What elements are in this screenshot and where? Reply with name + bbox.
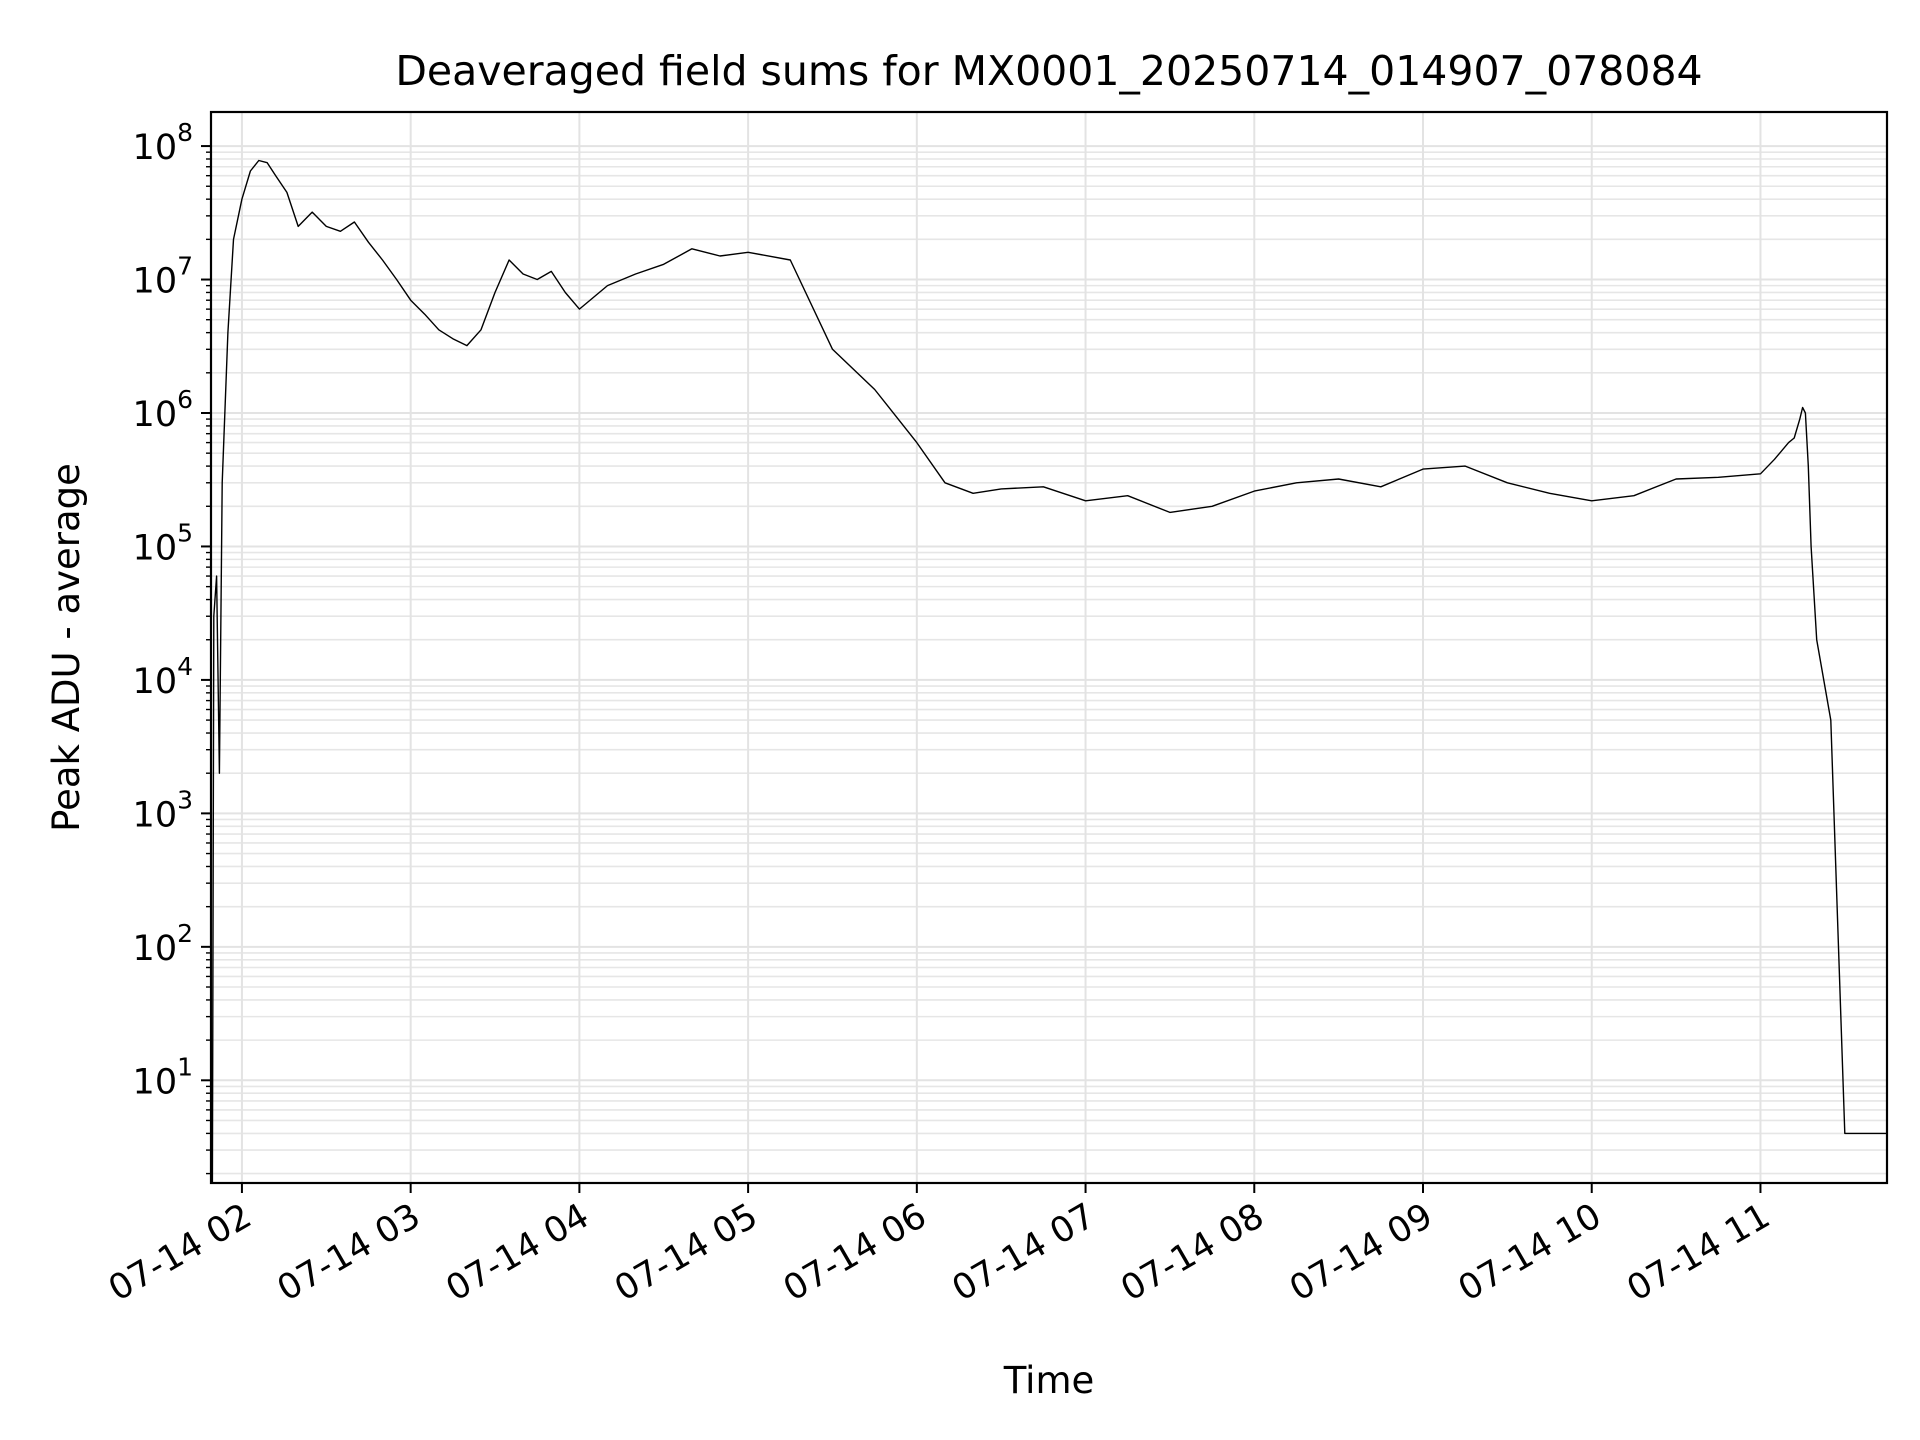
y-tick-base: 10 xyxy=(133,395,178,435)
series-line xyxy=(211,159,1887,1184)
x-axis-label: Time xyxy=(1003,1359,1095,1402)
y-tick-exponent: 4 xyxy=(177,652,193,681)
y-tick-base: 10 xyxy=(133,662,178,702)
y-tick-base: 10 xyxy=(133,1062,178,1102)
y-tick-label: 105 xyxy=(133,518,193,568)
series-layer xyxy=(211,159,1887,1184)
y-tick-label: 106 xyxy=(133,385,193,435)
y-axis-label: Peak ADU - average xyxy=(45,463,88,832)
y-tick-label: 108 xyxy=(133,118,193,168)
y-tick-base: 10 xyxy=(133,262,178,302)
y-tick-label: 107 xyxy=(133,252,193,302)
minor-gridlines xyxy=(211,151,1887,1175)
y-tick-label: 104 xyxy=(133,652,193,702)
y-tick-exponent: 8 xyxy=(177,118,193,147)
y-tick-base: 10 xyxy=(133,528,178,568)
y-tick-label: 101 xyxy=(133,1052,193,1102)
y-tick-base: 10 xyxy=(133,929,178,969)
y-tick-label: 102 xyxy=(133,919,193,969)
y-tick-exponent: 7 xyxy=(177,252,193,281)
chart-title: Deaveraged field sums for MX0001_2025071… xyxy=(395,47,1702,95)
y-tick-base: 10 xyxy=(133,128,178,168)
y-tick-exponent: 2 xyxy=(177,919,193,948)
axes-frame xyxy=(209,110,1889,1185)
major-gridlines xyxy=(211,112,1887,1183)
y-tick-exponent: 1 xyxy=(177,1052,193,1081)
y-tick-exponent: 3 xyxy=(177,785,193,814)
y-tick-base: 10 xyxy=(133,795,178,835)
y-tick-exponent: 6 xyxy=(177,385,193,414)
y-tick-label: 103 xyxy=(133,785,193,835)
y-tick-exponent: 5 xyxy=(177,518,193,547)
